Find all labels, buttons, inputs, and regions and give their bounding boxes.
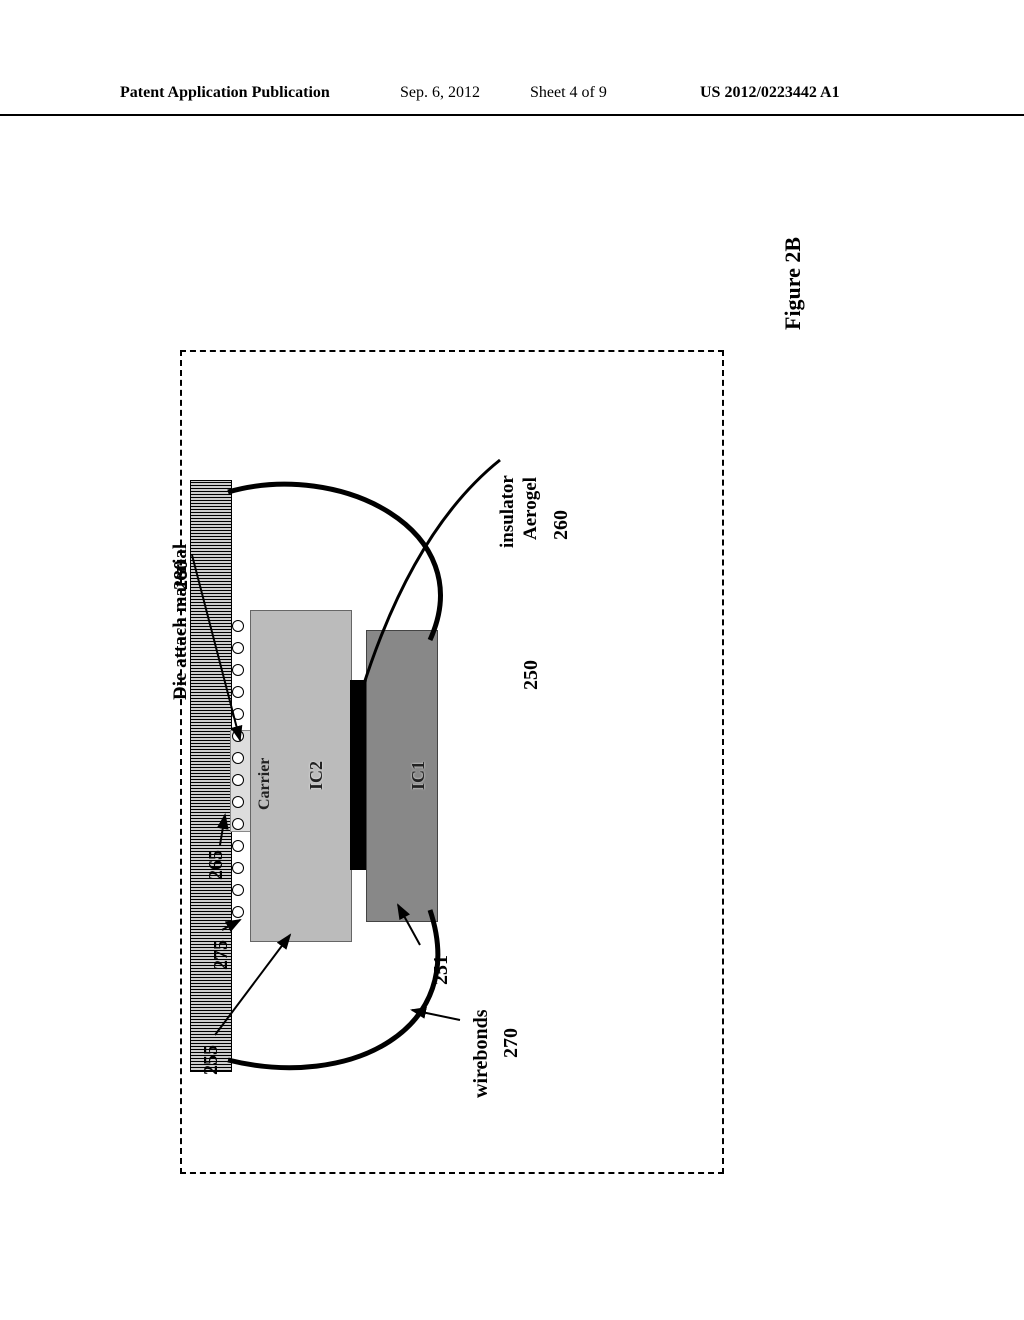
page-header: Patent Application Publication Sep. 6, 2… [0, 84, 1024, 116]
bump [232, 796, 244, 808]
ref-260: 260 [550, 510, 573, 540]
bump [232, 664, 244, 676]
bump [232, 730, 244, 742]
carrier [190, 480, 232, 1072]
bump [232, 818, 244, 830]
bump [232, 686, 244, 698]
ref-251: 251 [430, 955, 453, 985]
bump [232, 774, 244, 786]
bump [232, 840, 244, 852]
header-date: Sep. 6, 2012 [400, 84, 480, 102]
ref-275: 275 [210, 940, 233, 970]
ref-265: 265 [205, 850, 228, 880]
aerogel-label-line2: insulator [497, 475, 519, 548]
bump [232, 884, 244, 896]
bump [232, 642, 244, 654]
bump [232, 906, 244, 918]
ic2-label: IC2 [306, 761, 327, 790]
header-sheet: Sheet 4 of 9 [530, 84, 607, 102]
aerogel-label-line1: Aerogel [520, 477, 542, 540]
wirebonds-label: wirebonds [470, 1009, 493, 1098]
bump [232, 620, 244, 632]
header-left: Patent Application Publication [120, 84, 330, 102]
figure-label: Figure 2B [780, 237, 806, 330]
ref-280: 280 [170, 560, 193, 590]
carrier-label: Carrier [256, 758, 274, 810]
bump [232, 862, 244, 874]
bump [232, 752, 244, 764]
ref-270: 270 [500, 1028, 523, 1058]
bump [232, 708, 244, 720]
aerogel-layer [350, 680, 366, 870]
header-pubno: US 2012/0223442 A1 [700, 84, 840, 102]
ic1-label: IC1 [408, 761, 429, 790]
ref-255: 255 [200, 1045, 223, 1075]
